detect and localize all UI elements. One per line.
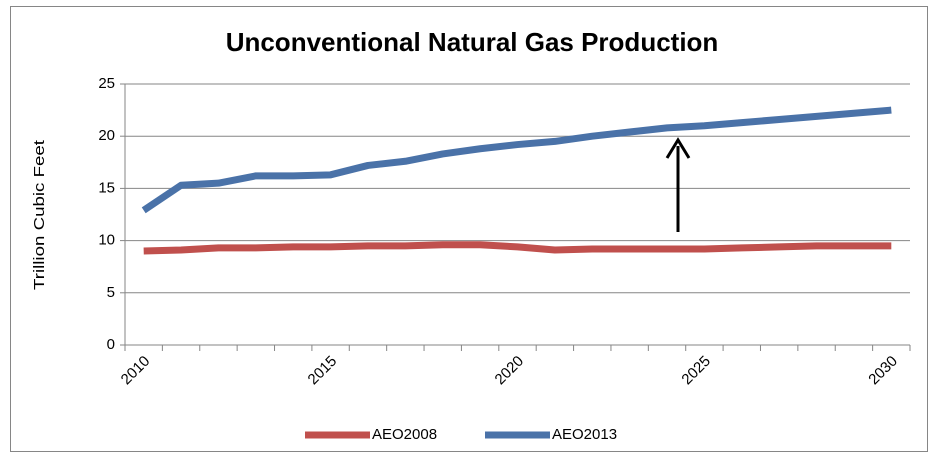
chart-title: Unconventional Natural Gas Production [226,27,719,57]
data-line [143,241,892,255]
legend-label: AEO2008 [372,426,437,443]
y-tick-label: 0 [107,336,115,353]
annotation-arrow [665,137,691,232]
arrow-head [665,137,691,159]
y-axis-label: Trillion Cubic Feet [31,139,48,290]
legend-label: AEO2013 [552,426,617,443]
y-tick-label: 5 [107,284,115,301]
y-tick-label: 25 [98,75,115,92]
y-tick-label: 15 [98,179,115,196]
y-tick-label: 10 [98,232,115,249]
chart-frame [10,6,928,452]
y-tick-label: 20 [98,127,115,144]
data-line [141,106,892,214]
